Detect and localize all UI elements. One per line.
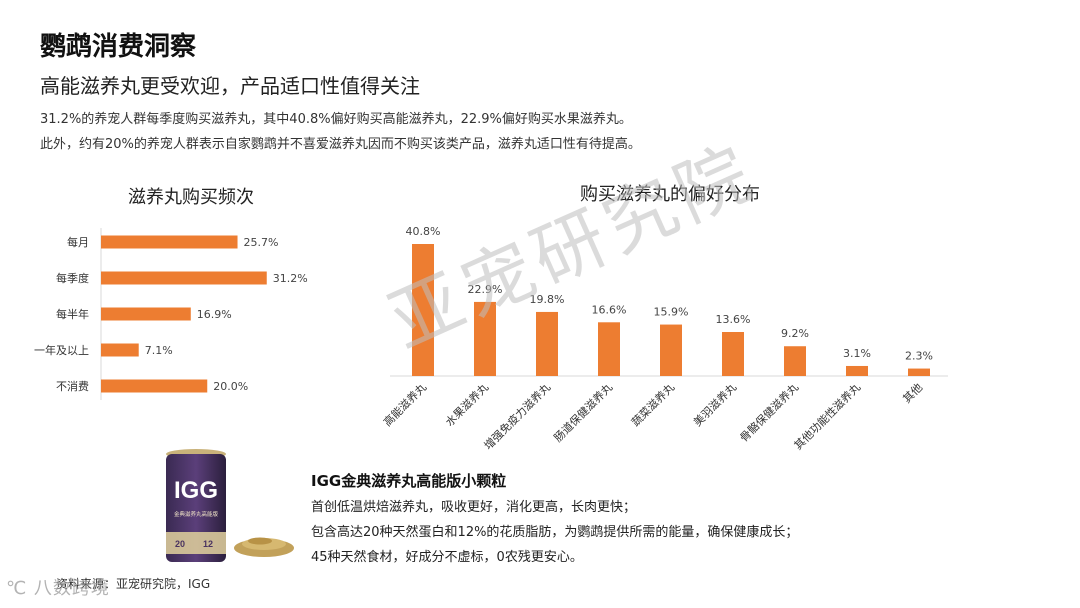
preference-value-label: 15.9% [654, 306, 689, 319]
preference-bar [412, 244, 434, 376]
can-weight-value: 20 [175, 539, 185, 549]
frequency-category-label: 不消费 [56, 379, 89, 393]
can-label: 金典滋养丸高能版 [174, 510, 219, 518]
preference-value-label: 19.8% [530, 293, 565, 306]
frequency-value-label: 16.9% [197, 308, 232, 321]
brand-watermark: ℃ 八数跨境 [6, 578, 110, 599]
preference-value-label: 9.2% [781, 327, 809, 340]
frequency-value-label: 25.7% [244, 236, 279, 249]
preference-category-label: 蔬菜滋养丸 [628, 380, 677, 429]
preference-bar [536, 311, 558, 376]
preference-value-label: 2.3% [905, 350, 933, 363]
preference-bar [846, 365, 868, 376]
preference-value-label: 13.6% [716, 313, 751, 326]
frequency-bar [101, 307, 191, 321]
frequency-chart-title: 滋养丸购买频次 [128, 187, 254, 208]
preference-bar [722, 332, 744, 376]
description-line-1: 31.2%的养宠人群每季度购买滋养丸，其中40.8%偏好购买高能滋养丸，22.9… [40, 112, 632, 127]
frequency-bar [101, 271, 267, 285]
frequency-category-label: 每半年 [56, 307, 89, 321]
can-brand: IGG [174, 477, 218, 504]
description-line-2: 此外，约有20%的养宠人群表示自家鹦鹉并不喜爱滋养丸因而不购买该类产品，滋养丸适… [40, 137, 641, 152]
preference-value-label: 40.8% [406, 225, 441, 238]
preference-value-label: 3.1% [843, 347, 871, 360]
product-feature-1: 首创低温烘焙滋养丸，吸收更好，消化更高，长肉更快； [311, 500, 637, 515]
frequency-bar [101, 343, 139, 357]
can-size-value: 12 [203, 539, 213, 549]
frequency-category-label: 一年及以上 [34, 343, 89, 357]
preference-category-label: 肠道保健滋养丸 [551, 380, 615, 444]
preference-chart-title: 购买滋养丸的偏好分布 [580, 184, 760, 205]
preference-value-label: 16.6% [592, 303, 627, 316]
frequency-bar [101, 379, 208, 393]
product-feature-2: 包含高达20种天然蛋白和12%的花质脂肪，为鹦鹉提供所需的能量，确保健康成长； [311, 525, 799, 540]
product-feature-3: 45种天然食材，好成分不虚标，0农残更安心。 [311, 550, 583, 565]
preference-bar [908, 368, 930, 376]
preference-category-label: 骨骼保健滋养丸 [737, 380, 801, 444]
page-title: 鹦鹉消费洞察 [40, 32, 197, 62]
preference-category-label: 水果滋养丸 [442, 380, 491, 429]
product-image: IGG 金典滋养丸高能版 20 12 [166, 449, 294, 562]
preference-category-label: 增强免疫力滋养丸 [481, 380, 553, 452]
data-source: 资料来源：亚宠研究院，IGG [56, 577, 211, 591]
preference-category-label: 美羽滋养丸 [690, 380, 739, 429]
frequency-bar [101, 235, 238, 249]
frequency-value-label: 7.1% [145, 344, 173, 357]
page-subtitle: 高能滋养丸更受欢迎，产品适口性值得关注 [40, 74, 420, 98]
frequency-category-label: 每季度 [56, 271, 89, 285]
preference-category-label: 其他 [900, 381, 925, 406]
preference-bar [660, 324, 682, 376]
product-title: IGG金典滋养丸高能版小颗粒 [311, 472, 507, 490]
preference-bar [598, 322, 620, 376]
preference-category-label: 其他功能性滋养丸 [791, 380, 863, 452]
preference-bar [784, 346, 806, 376]
preference-bar [474, 301, 496, 376]
frequency-category-label: 每月 [67, 235, 89, 249]
frequency-value-label: 20.0% [213, 380, 248, 393]
preference-category-label: 高能滋养丸 [380, 380, 429, 429]
frequency-value-label: 31.2% [273, 272, 308, 285]
preference-value-label: 22.9% [468, 283, 503, 296]
